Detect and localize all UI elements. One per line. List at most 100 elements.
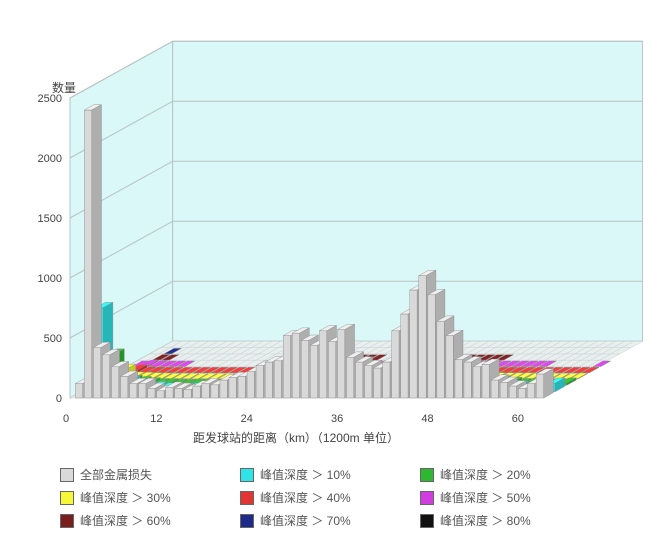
bar (428, 295, 435, 398)
legend-label: 峰值深度 ＞ 10% (260, 466, 351, 483)
bar (500, 382, 507, 398)
legend-item: 峰值深度 ＞ 10% (240, 466, 420, 483)
bar (319, 331, 326, 398)
bar (310, 345, 317, 398)
legend-row: 峰值深度 ＞ 30% 峰值深度 ＞ 40% 峰值深度 ＞ 50% (60, 489, 600, 506)
legend-swatch (420, 514, 434, 528)
legend-swatch (60, 491, 74, 505)
legend-label: 峰值深度 ＞ 50% (440, 489, 531, 506)
y-tick-label: 500 (44, 333, 62, 345)
bar (238, 376, 245, 398)
legend-label: 峰值深度 ＞ 40% (260, 489, 351, 506)
bar (328, 342, 335, 398)
bar (446, 336, 453, 398)
legend-item: 峰值深度 ＞ 80% (420, 512, 600, 529)
legend-row: 全部金属损失 峰值深度 ＞ 10% 峰值深度 ＞ 20% (60, 466, 600, 483)
bar (509, 386, 516, 398)
legend-label: 全部金属损失 (80, 466, 152, 483)
bar (518, 388, 525, 398)
chart-3d-stage: 05001000150020002500数量01224364860距发球站的距离… (10, 10, 643, 450)
y-axis-title: 数量 (52, 80, 76, 95)
legend-item: 峰值深度 ＞ 50% (420, 489, 600, 506)
bar (365, 366, 372, 398)
bar (410, 290, 417, 398)
legend-row: 峰值深度 ＞ 60% 峰值深度 ＞ 70% 峰值深度 ＞ 80% (60, 512, 600, 529)
bar (211, 385, 218, 398)
legend-label: 峰值深度 ＞ 20% (440, 466, 531, 483)
bar (193, 386, 200, 398)
bar (121, 376, 128, 398)
bar (130, 384, 137, 398)
bar (139, 384, 146, 398)
bar (148, 388, 155, 398)
legend-swatch (60, 468, 74, 482)
x-tick-label: 24 (241, 413, 253, 425)
bar (229, 378, 236, 398)
y-tick-label: 1000 (38, 273, 62, 285)
bar (401, 314, 408, 398)
bar (220, 380, 227, 398)
legend-label: 峰值深度 ＞ 70% (260, 512, 351, 529)
legend-item: 全部金属损失 (60, 466, 240, 483)
bar (184, 390, 191, 398)
bar (265, 362, 272, 398)
bar (527, 384, 534, 398)
x-tick-label: 36 (331, 413, 343, 425)
bar (283, 336, 290, 398)
chart-figure: { "chart":{ "type":"3d-bar-multi-series"… (0, 0, 653, 547)
bar (84, 110, 91, 398)
legend-swatch (420, 468, 434, 482)
bar (346, 357, 353, 398)
y-tick-label: 2000 (38, 153, 62, 165)
bar (392, 331, 399, 398)
bar (247, 372, 254, 398)
bar (175, 388, 182, 398)
bar (111, 367, 118, 398)
x-tick-label: 60 (512, 413, 524, 425)
bar (482, 364, 489, 398)
legend-item: 峰值深度 ＞ 30% (60, 489, 240, 506)
legend-swatch (60, 514, 74, 528)
bar (491, 380, 498, 398)
bar (419, 276, 426, 398)
legend-swatch (240, 491, 254, 505)
legend-swatch (420, 491, 434, 505)
legend-swatch (240, 514, 254, 528)
bar (102, 355, 109, 398)
legend-swatch (240, 468, 254, 482)
legend: 全部金属损失峰值深度 ＞ 10%峰值深度 ＞ 20%峰值深度 ＞ 30%峰值深度… (60, 460, 600, 535)
x-tick-label: 0 (63, 413, 69, 425)
bar-side (544, 369, 554, 398)
bar (292, 333, 299, 398)
bar (274, 361, 281, 398)
x-axis-title: 距发球站的距离（km）（1200m 单位） (193, 430, 399, 445)
legend-label: 峰值深度 ＞ 60% (80, 512, 171, 529)
y-tick-label: 1500 (38, 213, 62, 225)
legend-label: 峰值深度 ＞ 30% (80, 489, 171, 506)
back-wall (173, 41, 643, 341)
x-tick-label: 48 (421, 413, 433, 425)
bar (256, 366, 263, 398)
bar (337, 330, 344, 398)
chart-svg: 05001000150020002500数量01224364860距发球站的距离… (10, 10, 643, 450)
bar (75, 384, 82, 398)
bar (455, 360, 462, 398)
legend-item: 峰值深度 ＞ 20% (420, 466, 600, 483)
x-tick-label: 12 (150, 413, 162, 425)
bar (383, 362, 390, 398)
bar (166, 387, 173, 398)
bar (437, 321, 444, 398)
bar (202, 384, 209, 398)
bar (374, 368, 381, 398)
legend-item: 峰值深度 ＞ 40% (240, 489, 420, 506)
bar (464, 362, 471, 398)
bar (473, 367, 480, 398)
legend-item: 峰值深度 ＞ 70% (240, 512, 420, 529)
legend-label: 峰值深度 ＞ 80% (440, 512, 531, 529)
legend-item: 峰值深度 ＞ 60% (60, 512, 240, 529)
bar (536, 374, 543, 398)
bar (356, 362, 363, 398)
bar (301, 340, 308, 398)
bar (93, 348, 100, 398)
bar (157, 391, 164, 398)
